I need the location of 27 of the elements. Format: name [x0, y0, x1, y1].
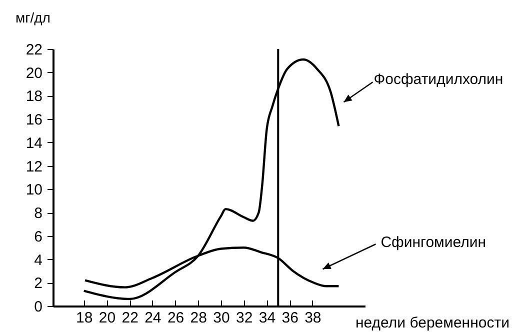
y-tick-label: 4	[34, 252, 42, 269]
y-tick-label: 2	[34, 275, 42, 292]
y-tick-label: 0	[34, 298, 42, 316]
y-tick-label: 18	[26, 88, 42, 106]
x-tick-label: 32	[236, 310, 253, 326]
y-tick-label: 14	[26, 134, 42, 152]
y-tick-label: 10	[26, 182, 42, 199]
x-tick-label: 22	[122, 310, 138, 326]
x-tick-label: 36	[282, 310, 298, 326]
text: Сфингомиелин	[380, 234, 486, 252]
y-tick-label: 6	[34, 228, 42, 246]
x-axis-title: недели беременности	[356, 314, 510, 332]
x-tick-label: 18	[76, 310, 93, 326]
x-tick-label: 38	[304, 310, 322, 326]
y-tick-label: 20	[26, 64, 42, 82]
x-tick-label: 28	[190, 310, 207, 326]
y-tick-label: 12	[26, 158, 42, 176]
x-tick-label: 26	[167, 310, 184, 326]
x-tick-label: 24	[144, 310, 162, 326]
text: Фосфатидилхолин	[374, 71, 504, 88]
y-tick-label: 8	[34, 205, 42, 222]
y-axis-title: мг/дл	[16, 10, 50, 26]
y-tick-label: 22	[26, 42, 42, 58]
x-tick-label: 34	[258, 310, 276, 326]
x-tick-label: 20	[98, 310, 116, 326]
y-tick-label: 16	[26, 112, 42, 129]
x-tick-label: 30	[213, 310, 230, 326]
